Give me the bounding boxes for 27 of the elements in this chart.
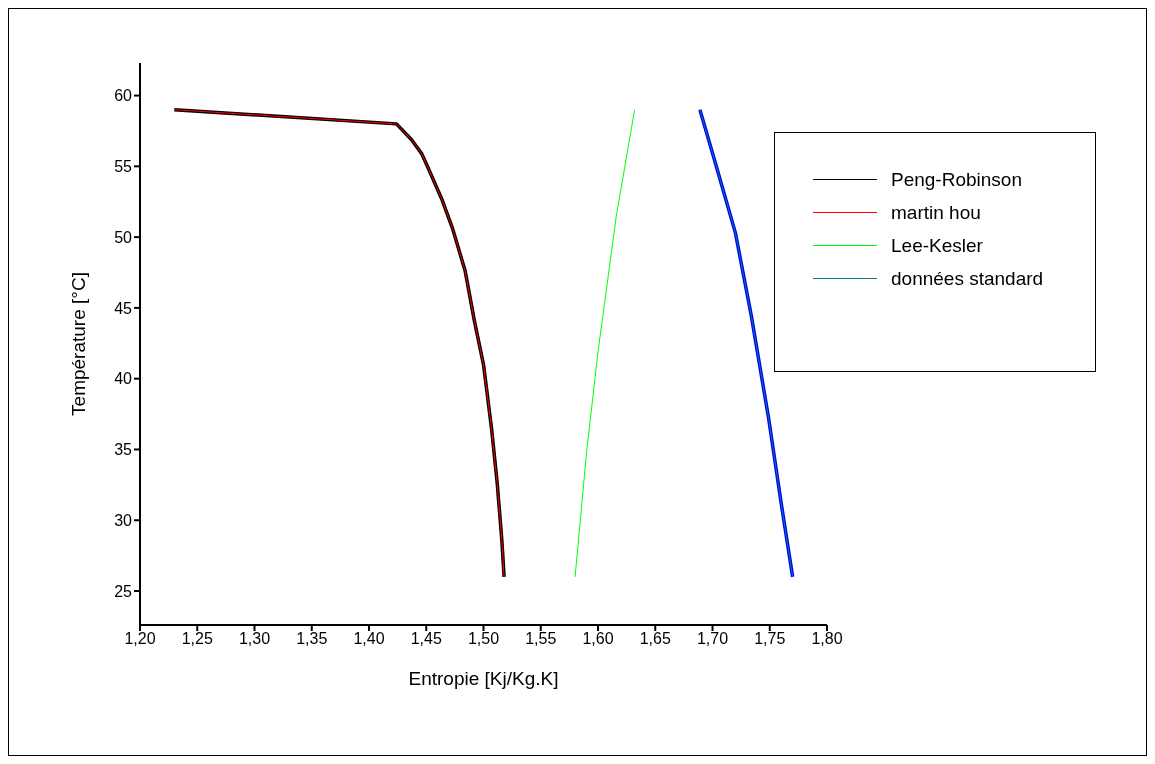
legend-label: martin hou	[891, 201, 981, 224]
x-tick-label: 1,60	[582, 630, 614, 648]
y-tick-label: 25	[114, 582, 133, 600]
y-tick-label: 60	[114, 87, 133, 105]
x-tick-label: 1,75	[754, 630, 786, 648]
x-tick-label: 1,65	[639, 630, 671, 648]
legend-label: Lee-Kesler	[891, 234, 983, 257]
y-tick-label: 35	[114, 441, 133, 459]
y-tick-label: 40	[114, 370, 133, 388]
x-tick-label: 1,45	[410, 630, 442, 648]
legend-label: données standard	[891, 267, 1044, 290]
y-tick-label: 30	[114, 511, 133, 529]
y-tick-label: 50	[114, 228, 133, 246]
y-tick-label: 45	[114, 299, 133, 317]
y-axis-title: Température [°C]	[67, 272, 89, 416]
y-tick-label: 55	[114, 158, 133, 176]
legend-label: Peng-Robinson	[891, 168, 1022, 191]
x-tick-label: 1,35	[296, 630, 328, 648]
x-tick-label: 1,40	[353, 630, 385, 648]
x-tick-label: 1,30	[238, 630, 271, 648]
x-tick-label: 1,55	[525, 630, 557, 648]
x-tick-label: 1,25	[181, 630, 213, 648]
x-tick-label: 1,80	[811, 630, 843, 648]
x-tick-label: 1,20	[124, 630, 156, 648]
x-axis-title: Entropie [Kj/Kg.K]	[408, 668, 559, 689]
x-tick-label: 1,70	[696, 630, 729, 648]
x-tick-label: 1,50	[467, 630, 500, 648]
